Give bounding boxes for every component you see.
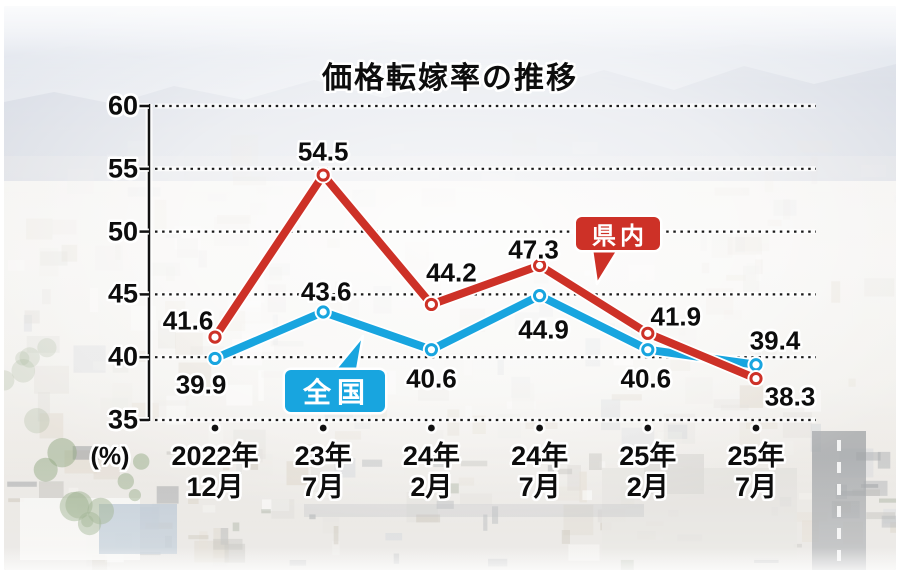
y-tick-label-40: 40: [107, 341, 138, 372]
data-point-marker: [644, 346, 652, 354]
data-point-marker: [319, 171, 327, 179]
chart-title: 価格転嫁率の推移: [322, 62, 578, 95]
white-wash-overlay: [4, 6, 896, 570]
data-point-marker: [644, 329, 652, 337]
value-label-series0-pt2: 44.2: [426, 257, 477, 288]
data-point-marker: [752, 374, 760, 383]
data-point-marker: [536, 261, 544, 270]
x-category-label-4: 25年 2月: [619, 441, 677, 502]
y-tick-label-55: 55: [107, 153, 138, 184]
value-label-series1-pt1: 43.6: [300, 276, 352, 307]
value-label-series0-pt4: 41.9: [650, 301, 702, 332]
value-label-series0-pt5: 38.3: [764, 381, 816, 412]
legend-zenkoku-badge: 全国: [285, 370, 385, 412]
data-point-marker: [536, 292, 544, 300]
y-tick-label-60: 60: [107, 90, 138, 121]
y-tick-label-35: 35: [107, 404, 138, 435]
y-axis-unit-label: (%): [90, 442, 130, 471]
data-point-marker: [211, 333, 219, 341]
data-point-marker: [427, 300, 435, 309]
x-category-label-2: 24年 2月: [402, 441, 460, 502]
legend-kennai-pointer: [590, 248, 620, 286]
x-category-label-5: 25年 7月: [727, 441, 785, 502]
series-line-0: [211, 171, 760, 383]
data-point-marker: [427, 346, 435, 354]
x-category-label-1: 23年 7月: [294, 441, 352, 502]
series-line-1: [211, 291, 760, 369]
value-label-series1-pt3: 44.9: [518, 314, 569, 345]
data-point-marker: [752, 361, 760, 369]
y-tick-label-50: 50: [107, 216, 138, 247]
value-label-series1-pt5: 39.4: [749, 325, 801, 356]
value-label-series1-pt4: 40.6: [620, 363, 672, 394]
legend-kennai-badge: 県内: [576, 217, 660, 250]
value-label-series0-pt1: 54.5: [297, 136, 349, 167]
aerial-city-photo: [4, 6, 896, 570]
data-point-marker: [211, 354, 219, 363]
y-tick-label-45: 45: [107, 278, 138, 309]
legend-zenkoku-label: 全国: [302, 377, 371, 408]
legend-kennai-label: 県内: [592, 223, 648, 250]
value-label-series0-pt3: 47.3: [508, 234, 559, 264]
data-point-marker: [319, 308, 327, 316]
value-label-series0-pt0: 41.6: [162, 305, 214, 336]
x-category-label-0: 2022年 12月: [171, 441, 259, 502]
x-category-label-3: 24年 7月: [511, 441, 569, 502]
value-label-series1-pt0: 39.9: [175, 369, 227, 400]
value-label-series1-pt2: 40.6: [406, 363, 457, 394]
